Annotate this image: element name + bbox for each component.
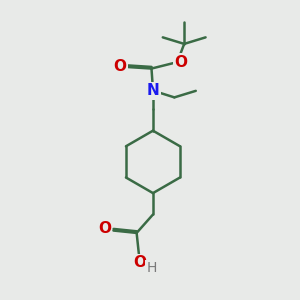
Text: O: O: [113, 59, 127, 74]
Text: O: O: [98, 221, 111, 236]
Text: N: N: [147, 83, 159, 98]
Text: O: O: [174, 55, 187, 70]
Text: H: H: [146, 261, 157, 275]
Text: O: O: [133, 255, 146, 270]
